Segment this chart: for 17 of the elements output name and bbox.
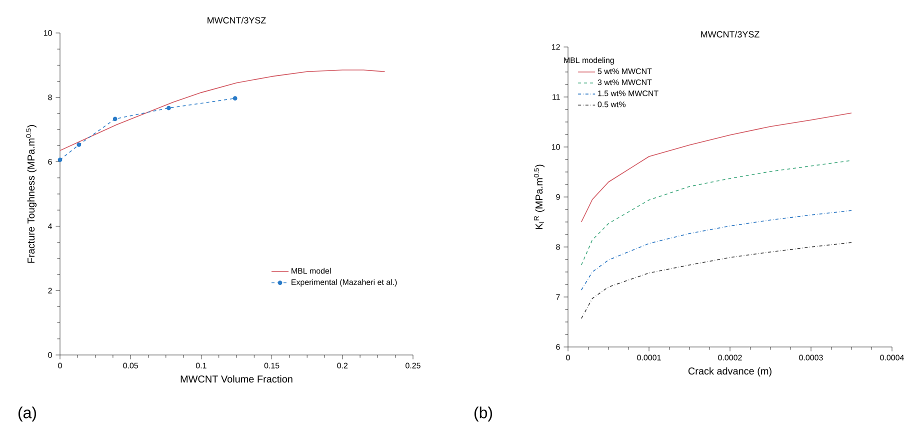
chart-title: MWCNT/3YSZ [208, 16, 266, 24]
line-series [60, 70, 386, 151]
line-series [580, 242, 852, 319]
y-axis-title: K$_{I}$$^{R}$ (MPa.m$^{0.5}$) [534, 164, 545, 230]
y-axis-title: Fracture Toughness (MPa.m$^{0.5}$) [26, 125, 37, 263]
text: (a) [18, 406, 36, 422]
x-axis-title: Crack advance (m) [688, 367, 772, 377]
point [166, 106, 171, 110]
chart-title: MWCNT/3YSZ [701, 30, 760, 38]
point [112, 116, 118, 122]
point [58, 158, 62, 162]
line-series [580, 210, 852, 290]
point [76, 142, 82, 147]
point [232, 96, 238, 101]
text: (b) [474, 406, 492, 422]
line-series [580, 112, 852, 222]
x-axis-title: MWCNT Volume Fraction [180, 375, 292, 383]
